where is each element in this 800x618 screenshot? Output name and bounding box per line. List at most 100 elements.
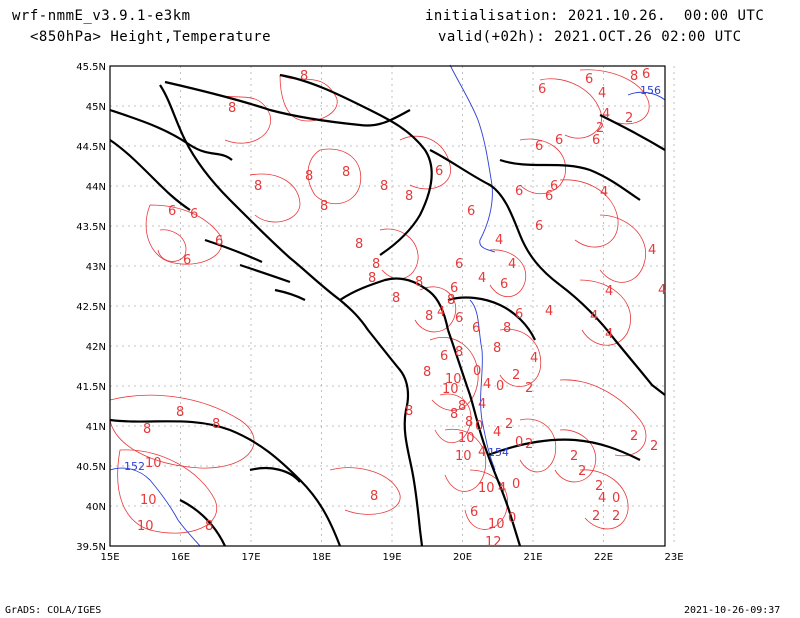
coast-islands-3 (274, 288, 306, 301)
temp-label: 6 (455, 257, 463, 272)
temp-label: 6 (435, 164, 443, 179)
border-slovenia (164, 80, 411, 127)
temp-label: 4 (498, 481, 506, 496)
temp-label: 8 (300, 69, 308, 84)
temp-label: 6 (550, 179, 558, 194)
temp-label: 6 (535, 219, 543, 234)
temp-contour (109, 394, 255, 469)
temp-label: 4 (605, 327, 613, 342)
height-contours (109, 64, 666, 547)
temp-label: 8 (630, 69, 638, 84)
height-contour-152 (109, 467, 201, 547)
temp-label: 10 (458, 431, 475, 446)
temp-contour (329, 467, 401, 515)
temp-label: 2 (525, 381, 533, 396)
temp-label: 8 (458, 399, 466, 414)
lat-tick-label: 45.5N (76, 62, 106, 73)
temp-label: 8 (370, 489, 378, 504)
border-romania-east (599, 114, 666, 151)
temp-label: 10 (145, 456, 162, 471)
lon-tick-label: 19E (382, 552, 401, 563)
temp-label: 2 (595, 479, 603, 494)
temp-contour (414, 286, 457, 333)
lon-tick-label: 17E (241, 552, 260, 563)
border-kosovo (447, 296, 536, 341)
height-contour-central (469, 299, 496, 471)
height-label-156: 156 (640, 84, 661, 97)
temp-label: 8 (415, 275, 423, 290)
temp-label: 6 (472, 321, 480, 336)
temp-contour (157, 229, 187, 262)
temp-label: 6 (215, 234, 223, 249)
temp-label: 4 (648, 243, 656, 258)
temp-label: 8 (493, 341, 501, 356)
lat-tick-label: 41N (86, 422, 106, 433)
temp-label: 2 (625, 111, 633, 126)
temp-label: 2 (512, 368, 520, 383)
temp-label: 4 (437, 305, 445, 320)
temp-contour (279, 74, 338, 122)
height-label-152: 152 (124, 460, 145, 473)
temperature-label-layer: 8 8 8 8 8 8 8 8 6 6 6 6 8 8 8 8 8 8 6 6 … (137, 67, 666, 550)
temp-label: 4 (605, 284, 613, 299)
temp-label: 10 (140, 493, 157, 508)
temp-label: 8 (320, 199, 328, 214)
temp-label: 4 (478, 445, 486, 460)
height-contour-north (449, 64, 496, 253)
temp-label: 8 (455, 345, 463, 360)
temp-label: 8 (423, 365, 431, 380)
temp-label: 8 (447, 293, 455, 308)
temp-label: 8 (342, 165, 350, 180)
temp-label: 8 (254, 179, 262, 194)
height-label-layer: 156 152 154 (124, 84, 661, 473)
lon-tick-label: 16E (171, 552, 190, 563)
temp-label: 8 (450, 407, 458, 422)
temp-label: 8 (143, 422, 151, 437)
temp-label: 4 (495, 233, 503, 248)
temp-label: 10 (488, 517, 505, 532)
lon-tick-label: 21E (523, 552, 542, 563)
temp-contour (559, 179, 619, 248)
coast-italy-south (109, 418, 342, 547)
temp-label: 6 (500, 277, 508, 292)
temp-label: 2 (596, 121, 604, 136)
coast-toe (249, 466, 301, 483)
model-title: wrf-nmmE_v3.9.1-e3km (12, 8, 191, 24)
temp-label: 4 (590, 309, 598, 324)
temp-label: 8 (368, 271, 376, 286)
temp-label: 6 (545, 189, 553, 204)
temp-label: 6 (455, 311, 463, 326)
temp-label: 6 (535, 139, 543, 154)
temp-label: 8 (176, 405, 184, 420)
temp-label: 0 (508, 511, 516, 526)
lat-tick-label: 42.5N (76, 302, 106, 313)
temp-label: 8 (228, 101, 236, 116)
temp-label: 6 (450, 281, 458, 296)
temp-label: 6 (555, 133, 563, 148)
temp-label: 2 (525, 437, 533, 452)
temp-label: 10 (137, 519, 154, 534)
lat-tick-label: 40N (86, 502, 106, 513)
temp-label: 0 (473, 364, 481, 379)
temp-label: 6 (585, 72, 593, 87)
temp-contour (444, 428, 487, 492)
temp-label: 8 (465, 415, 473, 430)
lat-tick-labels: 45.5N 45N 44.5N 44N 43.5N 43N 42.5N 42N 41.5N 41N… (76, 62, 106, 553)
lat-tick-label: 40.5N (76, 462, 106, 473)
coast-islands-2 (239, 263, 291, 284)
border-bosnia (279, 73, 433, 256)
coast-croatia-north (109, 108, 233, 161)
temp-label: 8 (405, 404, 413, 419)
temp-label: 0 (475, 419, 483, 434)
temp-label: 6 (440, 349, 448, 364)
temp-label: 6 (592, 133, 600, 148)
temp-label: 0 (512, 477, 520, 492)
temp-label: 6 (467, 204, 475, 219)
lat-tick-label: 42N (86, 342, 106, 353)
temp-label: 4 (508, 257, 516, 272)
lat-tick-label: 43.5N (76, 222, 106, 233)
lat-tick-label: 39.5N (76, 542, 106, 553)
temp-label: 6 (515, 307, 523, 322)
temp-label: 2 (592, 509, 600, 524)
